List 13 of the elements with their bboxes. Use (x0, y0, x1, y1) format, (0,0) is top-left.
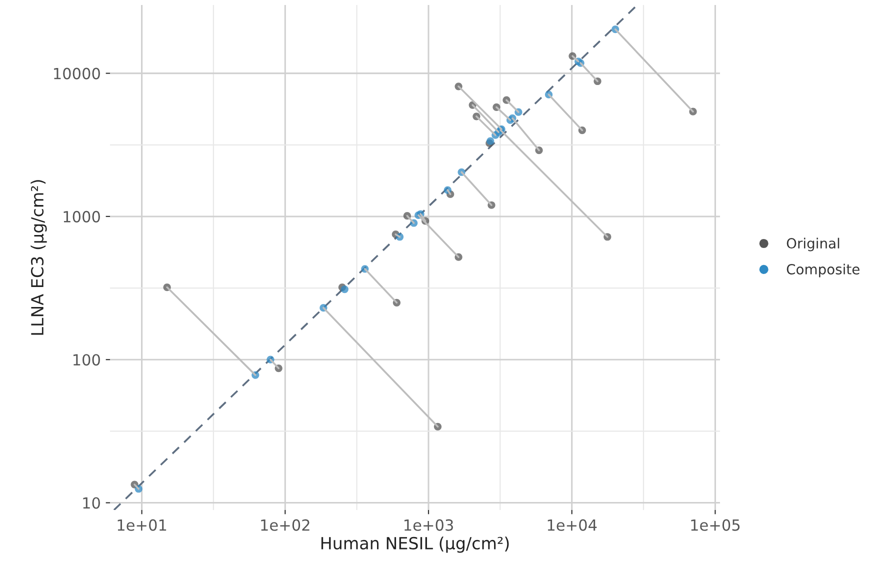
x-axis-title: Human NESIL (µg/cm²) (321, 536, 509, 553)
x-tick-label: 1e+02 (261, 519, 310, 531)
x-tick-label: 1e+03 (404, 519, 453, 531)
y-axis-title: LLNA EC3 (µg/cm²) (30, 180, 47, 335)
x-tick-label: 1e+05 (691, 519, 740, 531)
legend-label: Original (786, 238, 840, 252)
y-tick-label: 100 (73, 354, 100, 366)
x-tick-label: 1e+01 (118, 519, 166, 531)
y-tick-label: 10 (83, 497, 100, 509)
y-tick-label: 10000 (54, 68, 100, 80)
x-tick-label: 1e+04 (548, 519, 597, 531)
y-tick-label: 1000 (64, 210, 100, 222)
legend-label: Composite (786, 264, 860, 278)
